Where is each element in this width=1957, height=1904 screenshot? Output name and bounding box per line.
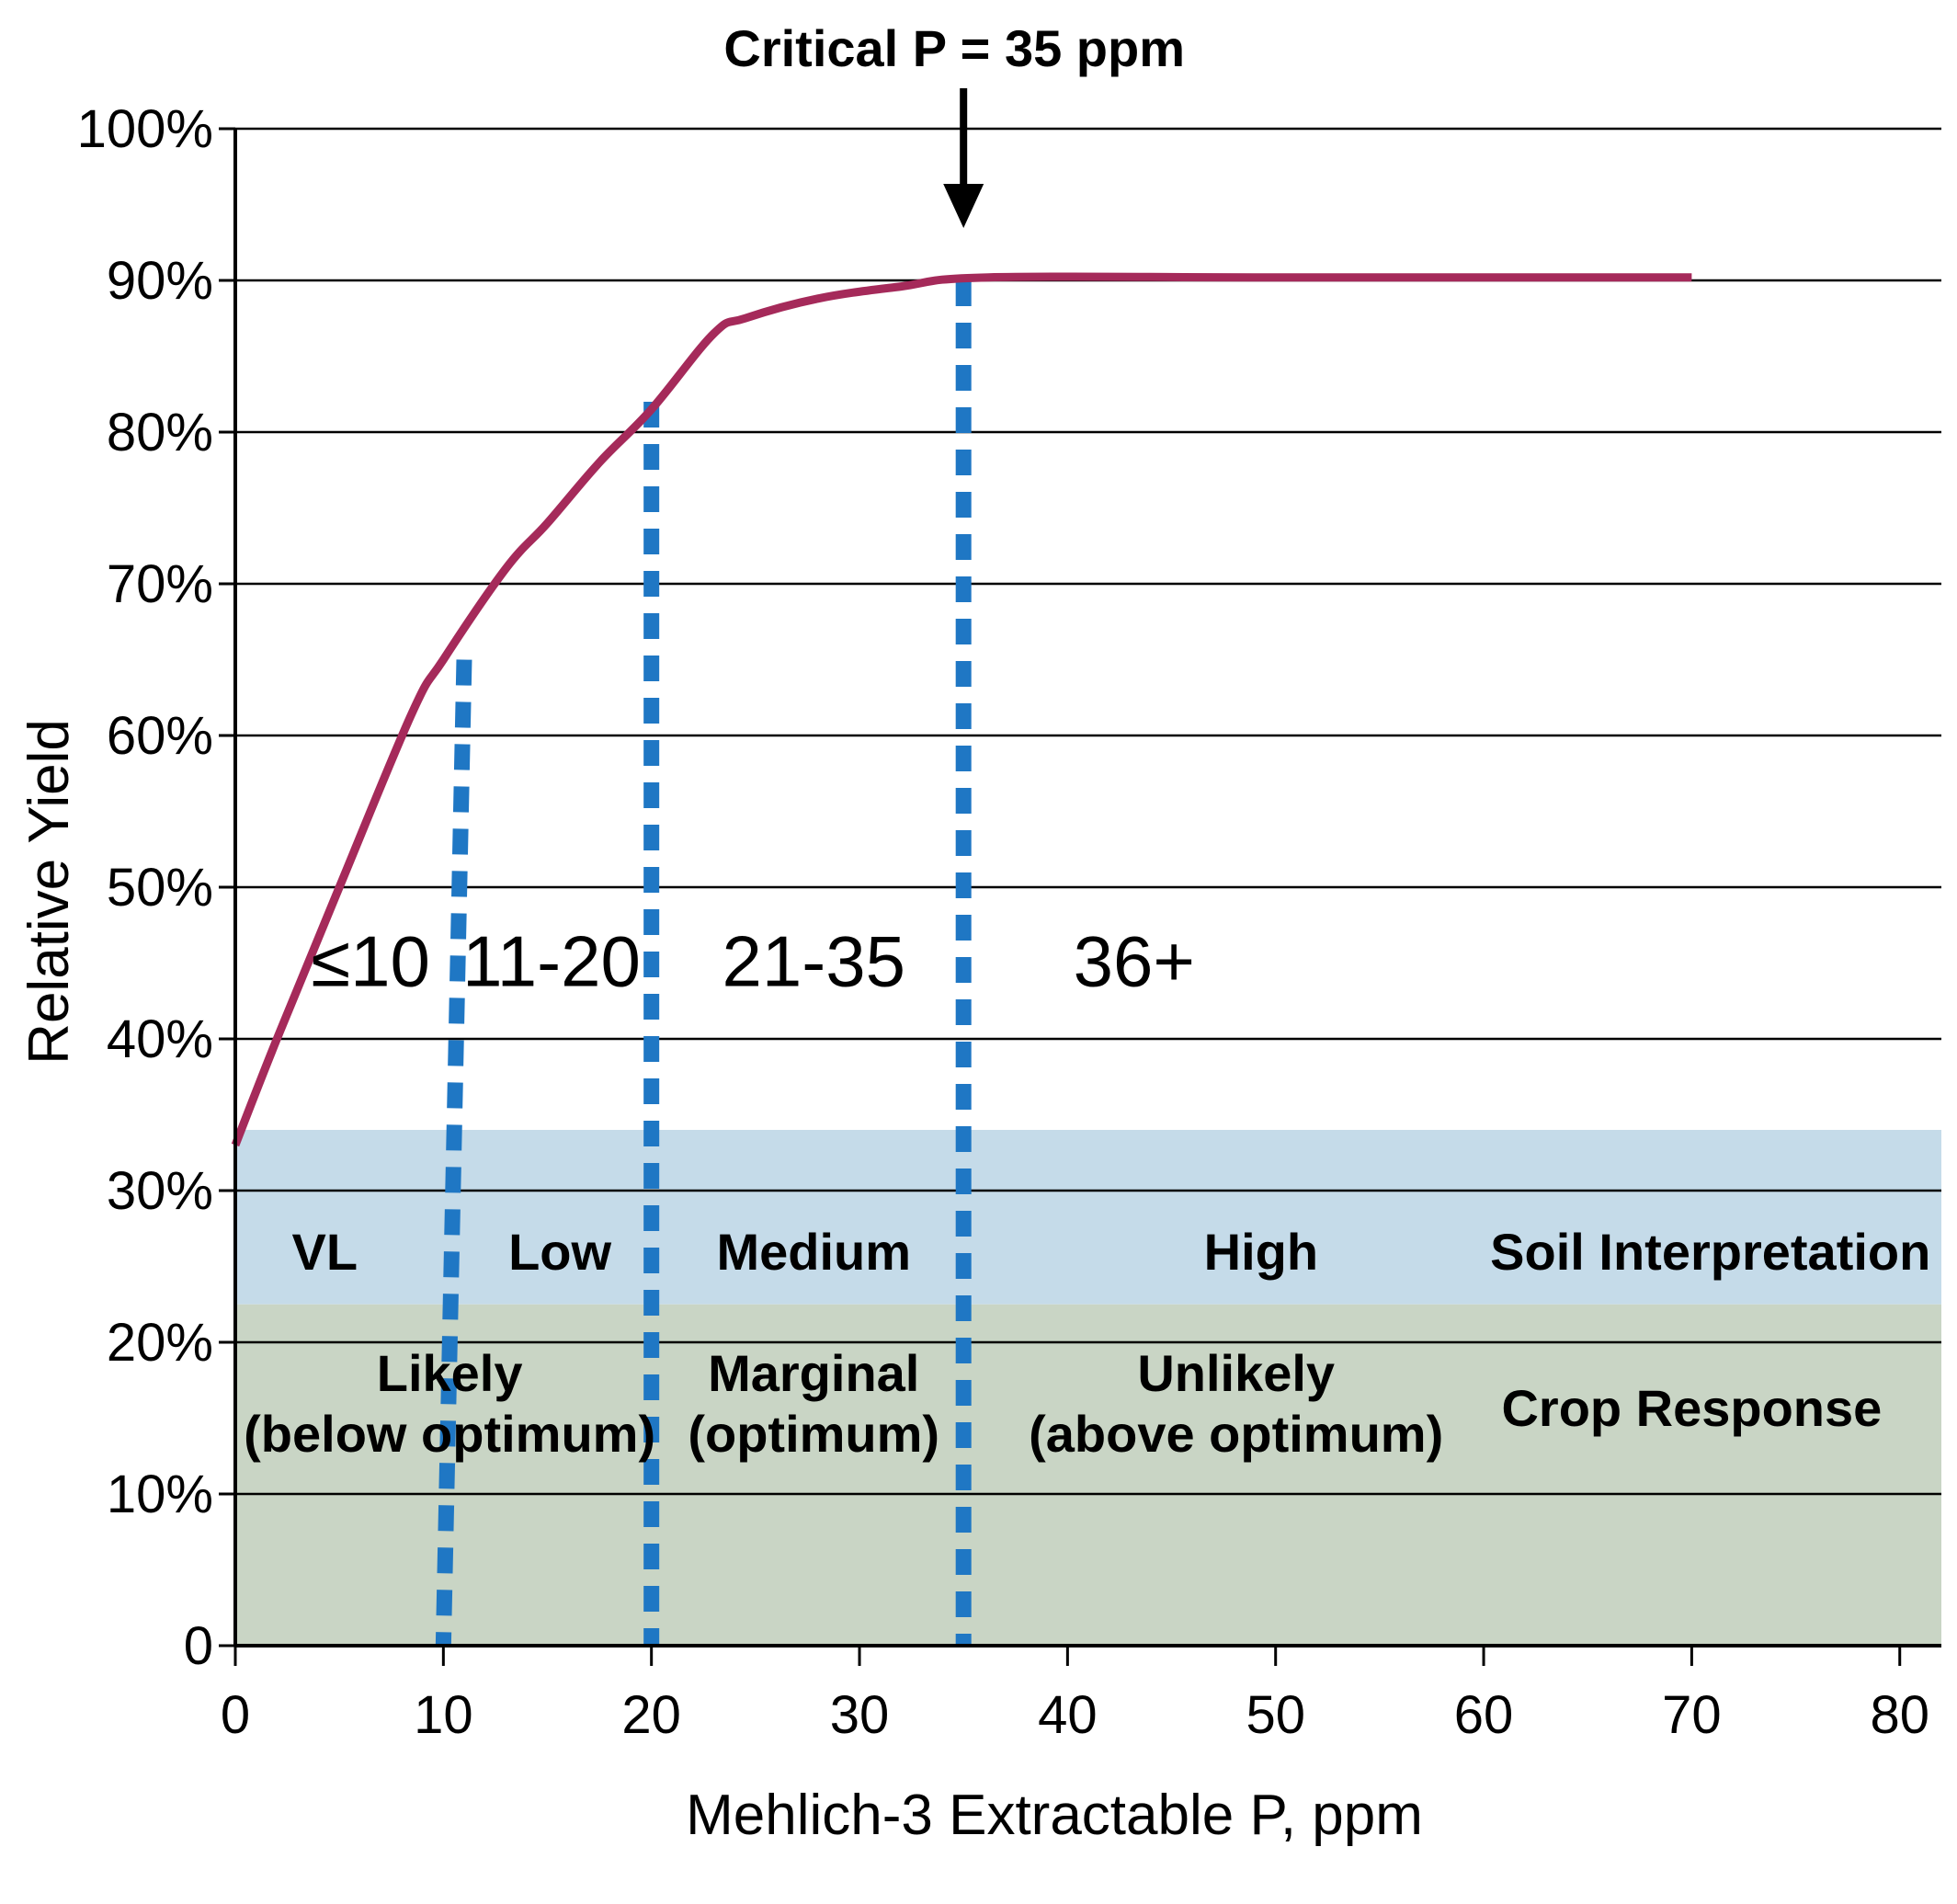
y-tick-label-20: 20% [107,1313,213,1373]
soil-interpretation-label-3: Medium [716,1223,911,1281]
thresholds-layer [435,280,972,1647]
crop-response-band [235,1304,1941,1646]
x-tick-label-20: 20 [621,1685,681,1745]
crop-response-label-1-line-1: Likely [377,1344,523,1402]
crop-response-label-2-line-1: Marginal [708,1344,919,1402]
y-tick-label-10: 10% [107,1465,213,1524]
y-tick-label-90: 90% [107,251,213,311]
y-tick-label-80: 80% [107,403,213,462]
y-tick-label-0: 0 [184,1616,213,1676]
y-tick-label-70: 70% [107,554,213,614]
soil-interpretation-label-5: Soil Interpretation [1490,1223,1930,1281]
axes-layer: 0 10% 20% 30% 40% 50% 60% 70% 80% 90% 100% 0 10 20 30 4… [77,99,1941,1745]
threshold-line-1 [435,659,472,1647]
x-axis-title: Mehlich-3 Extractable P, ppm [686,1784,1423,1847]
soil-interpretation-label-2: Low [508,1223,611,1281]
labels-layer: ≤10 11-20 21-35 36+ VL Low Medium High Soil Inte… [244,19,1930,1463]
grid-layer [235,127,1941,1496]
crop-response-label-3-line-2: (above optimum) [1029,1405,1443,1463]
x-tick-label-10: 10 [414,1685,473,1745]
range-label-2: 11-20 [462,920,641,1001]
critical-p-annotation: Critical P = 35 ppm [723,19,1185,77]
y-axis-title: Relative Yield [17,719,81,1065]
x-tick-label-60: 60 [1454,1685,1514,1745]
critical-arrow-head [943,184,984,228]
y-tick-label-60: 60% [107,706,213,766]
range-label-4: 36+ [1074,920,1195,1001]
range-label-1: ≤10 [311,920,430,1001]
range-label-3: 21-35 [722,920,905,1001]
x-tick-label-80: 80 [1870,1685,1929,1745]
curve-layer [231,272,1692,1147]
x-tick-label-0: 0 [221,1685,250,1745]
crop-response-label-2-line-2: (optimum) [688,1405,939,1463]
crop-response-label-3-line-1: Unlikely [1137,1344,1335,1402]
soil-interpretation-label-1: VL [292,1223,358,1281]
y-tick-label-40: 40% [107,1009,213,1069]
x-tick-label-30: 30 [830,1685,890,1745]
x-tick-label-50: 50 [1246,1685,1305,1745]
bands-layer [235,1130,1941,1646]
x-tick-label-40: 40 [1038,1685,1098,1745]
soil-interpretation-label-4: High [1204,1223,1318,1281]
soil-interpretation-band [235,1130,1941,1305]
x-tick-label-70: 70 [1662,1685,1722,1745]
crop-response-label-4-line-1: Crop Response [1501,1379,1882,1437]
y-tick-label-50: 50% [107,858,213,918]
y-tick-label-30: 30% [107,1161,213,1221]
crop-response-label-1-line-2: (below optimum) [244,1405,655,1463]
y-tick-label-100: 100% [77,99,213,159]
response-curve [231,272,1692,1147]
